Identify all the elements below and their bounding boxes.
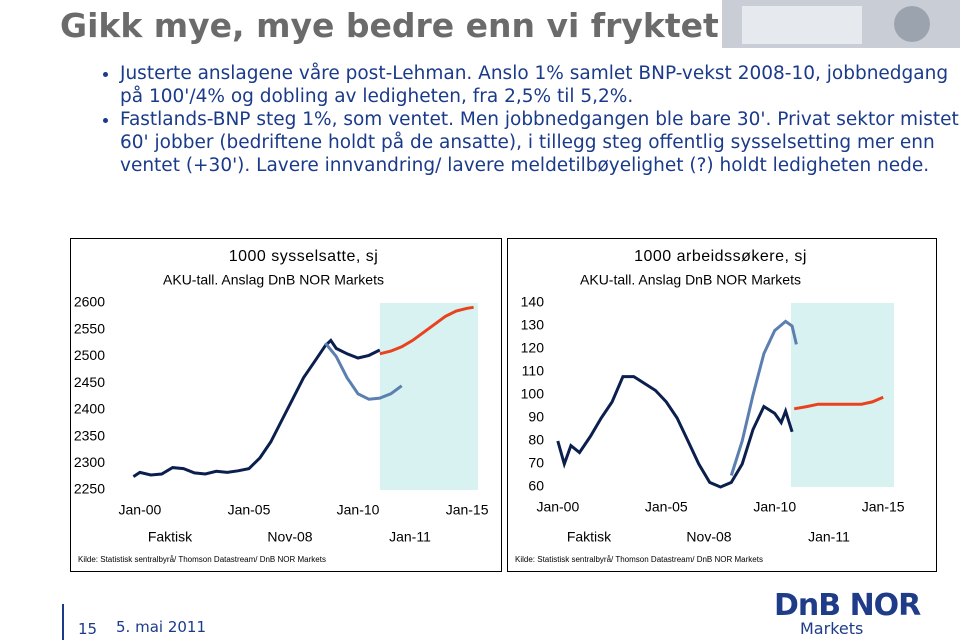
y-tick-label: 70 [528,455,544,471]
y-tick-label: 2500 [74,347,105,363]
line [379,305,474,356]
x-tick-label: Jan-00 [119,502,162,518]
date: 5. mai 2011 [116,618,206,636]
x-tick-label: Jan-15 [446,502,489,518]
x-tick-label: Jan-10 [753,499,796,515]
y-tick-label: 120 [521,340,545,356]
chart-title: 1000 arbeidssøkere, sj [634,248,807,265]
x-tick-label: Jan-05 [228,502,271,518]
logo: DnB NOR [774,588,921,623]
y-tick-label: 130 [521,317,545,333]
bullet: Justerte anslagene våre post-Lehman. Ans… [120,62,960,108]
page-number: 15 [78,620,98,638]
bullet-list: Justerte anslagene våre post-Lehman. Ans… [90,62,960,177]
y-tick-label: 60 [528,478,544,494]
line [556,375,794,489]
chart-subtitle: AKU-tall. Anslag DnB NOR Markets [580,272,801,288]
slide-title: Gikk mye, mye bedre enn vi fryktet [60,6,719,45]
line [729,319,798,476]
source-note: Kilde: Statistisk sentralbyrå/ Thomson D… [78,555,326,564]
y-tick-label: 100 [521,386,545,402]
line [132,338,381,478]
legend-label: Jan-11 [389,529,431,545]
forecast-region [379,303,478,490]
y-tick-label: 2250 [74,481,105,497]
y-tick-label: 2400 [74,401,105,417]
chart: 1000 sysselsatte, sj AKU-tall. Anslag DnB… [70,238,502,572]
legend-label: Nov-08 [686,529,731,545]
line [793,395,884,411]
x-tick-label: Jan-10 [337,502,380,518]
chart-subtitle: AKU-tall. Anslag DnB NOR Markets [163,272,384,288]
y-tick-label: 2300 [74,454,105,470]
y-tick-label: 110 [522,363,545,379]
chart-title: 1000 sysselsatte, sj [229,248,379,265]
chart-frame [507,238,937,572]
x-tick-label: Jan-05 [645,499,688,515]
chart-frame [70,238,502,572]
legend-label: Nov-08 [267,529,312,545]
header-image [722,0,960,48]
bullet: Fastlands-BNP steg 1%, som ventet. Men j… [120,108,960,177]
y-tick-label: 140 [521,294,545,310]
y-tick-label: 2450 [74,374,105,390]
chart: 1000 arbeidssøkere, sj AKU-tall. Anslag D… [507,238,937,572]
y-tick-label: 80 [528,432,544,448]
legend-label: Faktisk [148,529,193,545]
y-tick-label: 2550 [74,320,105,336]
y-tick-label: 90 [528,409,544,425]
x-tick-label: Jan-00 [536,499,579,515]
legend-label: Jan-11 [808,529,850,545]
forecast-region [790,303,894,487]
y-tick-label: 2600 [74,294,105,310]
x-tick-label: Jan-15 [862,499,905,515]
footer-divider [62,604,64,640]
y-tick-label: 2350 [74,427,105,443]
source-note: Kilde: Statistisk sentralbyrå/ Thomson D… [515,555,763,564]
logo-subtitle: Markets [800,619,864,638]
line [324,342,403,401]
legend-label: Faktisk [567,529,612,545]
